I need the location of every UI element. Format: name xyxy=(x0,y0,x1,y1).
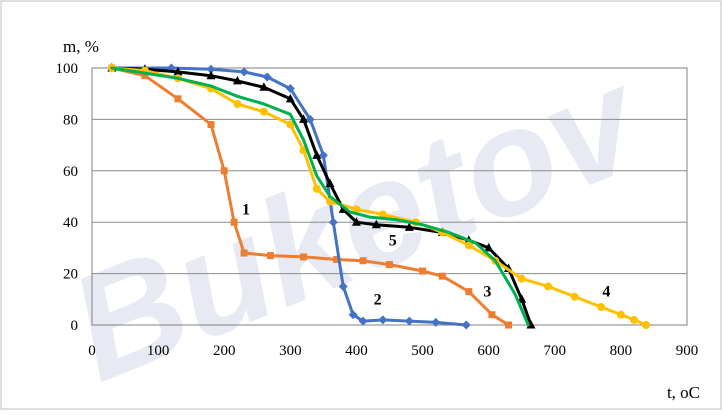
data-point xyxy=(174,95,182,103)
data-point xyxy=(325,178,335,188)
data-point xyxy=(358,316,368,326)
data-point xyxy=(348,310,358,320)
data-point xyxy=(404,316,414,326)
data-point xyxy=(505,321,512,329)
x-tick-label: 800 xyxy=(610,343,633,359)
data-point xyxy=(351,217,361,226)
data-point xyxy=(378,315,388,325)
data-point xyxy=(318,150,328,160)
data-point xyxy=(371,219,381,229)
data-point xyxy=(359,257,367,265)
data-point xyxy=(312,150,322,159)
series-3 xyxy=(107,63,536,329)
data-point xyxy=(461,320,471,330)
grid-lines xyxy=(92,118,687,275)
curve-labels: 1 2 3 4 5 xyxy=(242,201,610,308)
x-tick-label: 100 xyxy=(147,343,170,359)
y-tick-label: 20 xyxy=(63,267,78,283)
y-tick-label: 40 xyxy=(63,215,78,231)
data-point xyxy=(286,120,295,129)
data-point xyxy=(285,93,295,103)
data-point xyxy=(431,317,441,327)
data-point xyxy=(616,310,625,319)
data-point xyxy=(240,249,248,257)
data-point xyxy=(300,253,308,261)
series-group xyxy=(107,63,651,330)
x-tick-label: 600 xyxy=(477,343,500,359)
plot-area xyxy=(91,67,688,326)
y-tick-label: 100 xyxy=(56,61,79,77)
curve-label-3: 3 xyxy=(483,284,491,301)
data-point xyxy=(285,84,295,94)
data-point xyxy=(239,67,249,77)
series-line xyxy=(110,66,530,327)
series-line xyxy=(110,66,533,327)
data-point xyxy=(544,282,553,291)
data-point xyxy=(299,114,309,123)
x-tick-label: 700 xyxy=(544,343,567,359)
series-5 xyxy=(110,66,530,327)
data-point xyxy=(230,218,238,226)
curve-label-5: 5 xyxy=(389,232,397,249)
x-axis-title: t, oC xyxy=(667,383,700,402)
data-point xyxy=(141,72,149,80)
data-point xyxy=(262,72,272,82)
x-tick-label: 900 xyxy=(676,343,699,359)
axes: 0 20 40 60 80 100 0 100 200 300 400 500 600 700 800 900 xyxy=(56,61,699,359)
data-point xyxy=(333,255,341,263)
x-tick-label: 300 xyxy=(279,343,302,359)
data-point xyxy=(305,114,315,124)
x-tick-label: 200 xyxy=(213,343,236,359)
y-tick-label: 80 xyxy=(63,112,78,128)
data-point xyxy=(312,184,321,193)
data-point xyxy=(206,70,216,80)
data-point xyxy=(404,222,414,231)
data-point xyxy=(338,281,348,291)
data-point xyxy=(570,292,579,301)
data-point xyxy=(438,272,446,280)
data-point xyxy=(484,242,494,252)
data-point xyxy=(464,241,473,250)
data-point xyxy=(465,288,473,296)
x-tick-label: 0 xyxy=(88,343,96,359)
data-point xyxy=(597,303,606,312)
data-point xyxy=(642,321,651,329)
curve-label-4: 4 xyxy=(602,284,610,301)
data-point xyxy=(173,66,183,76)
data-point xyxy=(233,99,242,108)
data-point xyxy=(328,217,338,227)
data-point xyxy=(267,252,274,260)
data-point xyxy=(386,261,393,269)
series-line xyxy=(110,66,468,327)
data-point xyxy=(488,311,496,319)
y-axis-title: m, % xyxy=(63,37,99,56)
data-point xyxy=(259,82,269,91)
y-tick-label: 60 xyxy=(63,164,78,180)
data-point xyxy=(517,274,526,283)
data-point xyxy=(352,205,361,214)
x-tick-label: 400 xyxy=(345,343,368,359)
x-tick-label: 500 xyxy=(411,343,434,359)
data-point xyxy=(220,167,228,175)
curve-label-2: 2 xyxy=(374,291,382,308)
curve-label-1: 1 xyxy=(242,201,250,218)
data-point xyxy=(259,107,268,116)
data-point xyxy=(378,210,387,219)
data-point xyxy=(630,315,639,324)
data-point xyxy=(232,75,242,85)
data-point xyxy=(207,121,215,129)
data-point xyxy=(419,267,427,275)
y-tick-label: 0 xyxy=(71,318,79,334)
data-point xyxy=(206,64,216,74)
